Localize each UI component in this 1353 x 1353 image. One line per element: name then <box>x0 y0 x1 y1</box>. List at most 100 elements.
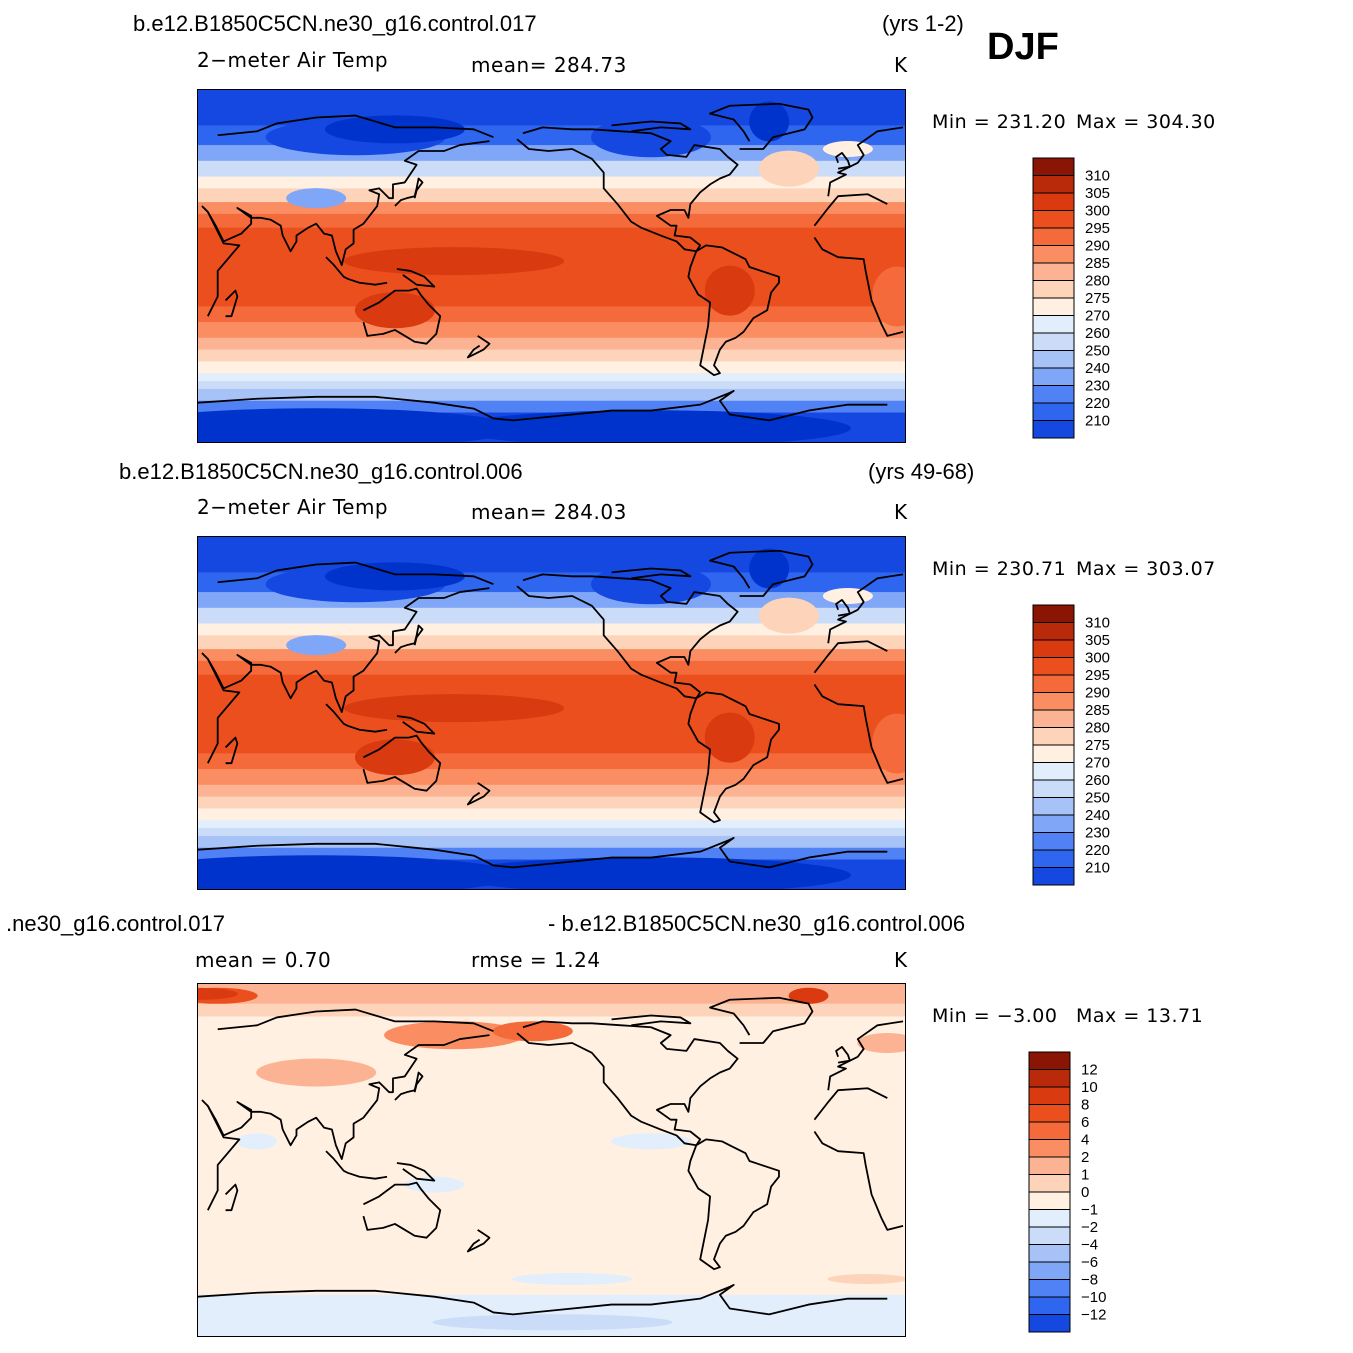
colorbar-box <box>1032 420 1075 439</box>
colorbar-box <box>1032 262 1075 281</box>
colorbar-box <box>1032 210 1075 229</box>
panel2-min: Min = 230.71 <box>932 558 1067 580</box>
panel2-years: (yrs 49-68) <box>868 459 975 484</box>
panel3-rmse: rmse = 1.24 <box>471 948 601 972</box>
colorbar-box <box>1028 1314 1071 1333</box>
colorbar-label: 300 <box>1085 650 1110 667</box>
colorbar-label: 275 <box>1085 290 1110 307</box>
colorbar-label: 285 <box>1085 702 1110 719</box>
colorbar-label: 310 <box>1085 615 1110 632</box>
colorbar-box <box>1032 297 1075 316</box>
colorbar-label: 2 <box>1081 1149 1089 1166</box>
colorbar-box <box>1032 779 1075 798</box>
panel1-case-title: b.e12.B1850C5CN.ne30_g16.control.017 <box>133 11 537 36</box>
panel1-map <box>197 89 906 443</box>
colorbar-label: 290 <box>1085 685 1110 702</box>
colorbar-box <box>1032 692 1075 711</box>
colorbar-label: 6 <box>1081 1114 1089 1131</box>
colorbar-label: 220 <box>1085 842 1110 859</box>
colorbar-box <box>1028 1174 1071 1193</box>
colorbar-label: 310 <box>1085 168 1110 185</box>
colorbar-label: 250 <box>1085 343 1110 360</box>
colorbar-box <box>1032 832 1075 851</box>
colorbar-box <box>1032 639 1075 658</box>
panel1-min: Min = 231.20 <box>932 111 1067 133</box>
colorbar-label: −8 <box>1081 1272 1098 1289</box>
colorbar-label: 12 <box>1081 1062 1098 1079</box>
colorbar-label: 240 <box>1085 807 1110 824</box>
colorbar-box <box>1028 1191 1071 1210</box>
panel1-colorbar: 310 305 300 295 290 285 280 275 270 260 250 240 230 2… <box>1032 157 1152 439</box>
colorbar-label: 210 <box>1085 413 1110 430</box>
colorbar-box <box>1032 192 1075 211</box>
panel2-map <box>197 536 906 890</box>
colorbar-box <box>1032 402 1075 421</box>
panel2-max: Max = 303.07 <box>1076 558 1216 580</box>
panel1-units: K <box>894 53 908 77</box>
colorbar-box <box>1032 709 1075 728</box>
colorbar-label: 210 <box>1085 860 1110 877</box>
colorbar-box <box>1032 175 1075 194</box>
panel2-units: K <box>894 500 908 524</box>
colorbar-box <box>1032 622 1075 641</box>
colorbar-label: 270 <box>1085 308 1110 325</box>
panel2-mean: mean= 284.03 <box>471 500 627 524</box>
colorbar-label: 4 <box>1081 1132 1089 1149</box>
colorbar-box <box>1032 332 1075 351</box>
panel3-map-canvas <box>198 984 905 1336</box>
colorbar-box <box>1032 604 1075 623</box>
colorbar-label: 0 <box>1081 1184 1089 1201</box>
colorbar-box <box>1032 157 1075 176</box>
colorbar-label: −1 <box>1081 1202 1098 1219</box>
panel3-max: Max = 13.71 <box>1076 1005 1204 1027</box>
colorbar-box <box>1028 1069 1071 1088</box>
panel1-variable: 2−meter Air Temp <box>197 48 389 72</box>
colorbar-box <box>1032 814 1075 833</box>
colorbar-label: 8 <box>1081 1097 1089 1114</box>
colorbar-box <box>1032 727 1075 746</box>
colorbar-label: 275 <box>1085 737 1110 754</box>
colorbar-box <box>1032 245 1075 264</box>
colorbar-label: 260 <box>1085 772 1110 789</box>
panel2-map-canvas <box>198 537 905 889</box>
colorbar-label: 270 <box>1085 755 1110 772</box>
colorbar-box <box>1032 227 1075 246</box>
colorbar-label: 280 <box>1085 720 1110 737</box>
season-label: DJF <box>987 26 1059 68</box>
colorbar-label: 230 <box>1085 825 1110 842</box>
colorbar-box <box>1032 350 1075 369</box>
colorbar-label: −2 <box>1081 1219 1098 1236</box>
colorbar-box <box>1028 1226 1071 1245</box>
panel1-map-canvas <box>198 90 905 442</box>
colorbar-box <box>1032 385 1075 404</box>
colorbar-box <box>1028 1121 1071 1140</box>
colorbar-label: 240 <box>1085 360 1110 377</box>
colorbar-label: −6 <box>1081 1254 1098 1271</box>
panel2-case-title: b.e12.B1850C5CN.ne30_g16.control.006 <box>119 459 523 484</box>
colorbar-box <box>1028 1139 1071 1158</box>
colorbar-box <box>1028 1261 1071 1280</box>
colorbar-label: 295 <box>1085 667 1110 684</box>
colorbar-label: −4 <box>1081 1237 1098 1254</box>
panel3-min: Min = −3.00 <box>932 1005 1058 1027</box>
colorbar-label: 285 <box>1085 255 1110 272</box>
colorbar-box <box>1032 762 1075 781</box>
panel2-colorbar: 310 305 300 295 290 285 280 275 270 260 250 240 230 2… <box>1032 604 1152 886</box>
colorbar-box <box>1032 797 1075 816</box>
panel1-mean: mean= 284.73 <box>471 53 627 77</box>
colorbar-label: 230 <box>1085 378 1110 395</box>
colorbar-label: 300 <box>1085 203 1110 220</box>
panel2-variable: 2−meter Air Temp <box>197 495 389 519</box>
panel1-max: Max = 304.30 <box>1076 111 1216 133</box>
colorbar-label: 295 <box>1085 220 1110 237</box>
colorbar-box <box>1032 674 1075 693</box>
colorbar-label: 10 <box>1081 1079 1098 1096</box>
colorbar-label: 290 <box>1085 238 1110 255</box>
colorbar-label: 305 <box>1085 185 1110 202</box>
colorbar-box <box>1028 1086 1071 1105</box>
panel3-colorbar: 12 10 8 6 4 2 1 0 −1 −2 −4 −6 −8 −10 −12 <box>1028 1051 1148 1333</box>
colorbar-box <box>1028 1104 1071 1123</box>
colorbar-label: 250 <box>1085 790 1110 807</box>
colorbar-box <box>1028 1051 1071 1070</box>
colorbar-box <box>1032 657 1075 676</box>
